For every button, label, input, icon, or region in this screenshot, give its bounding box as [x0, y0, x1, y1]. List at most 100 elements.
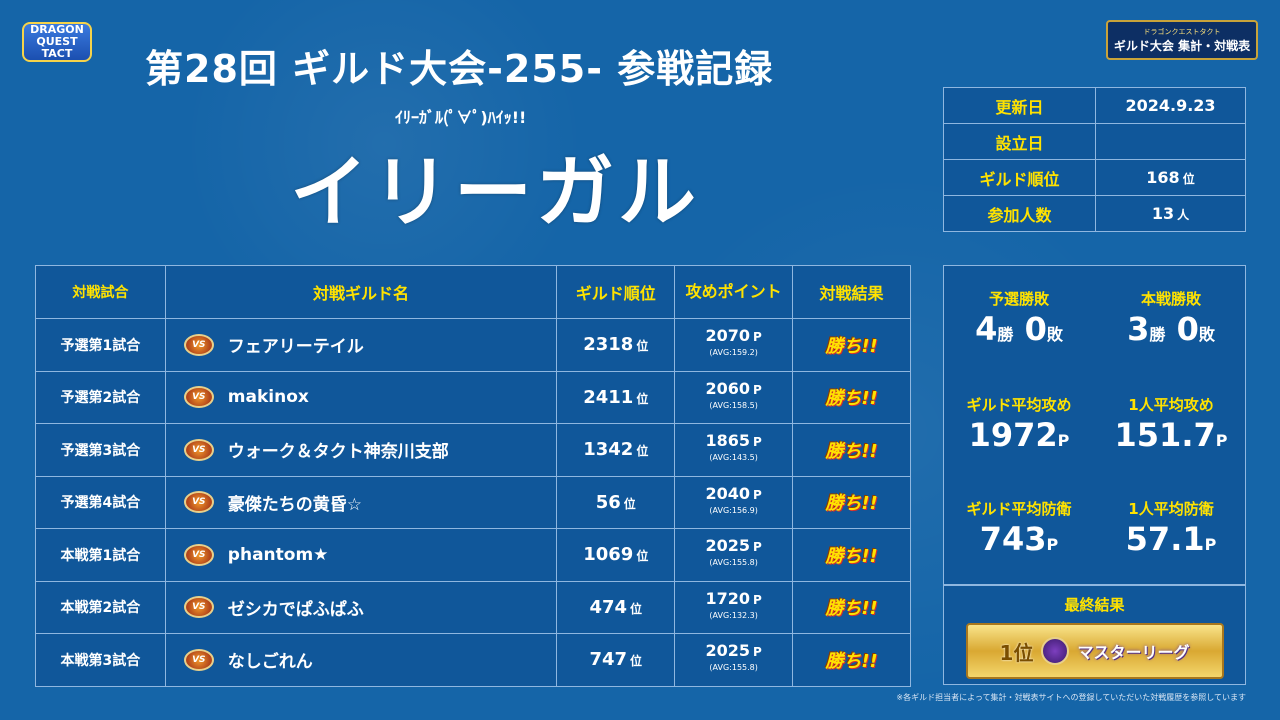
match-cell: 本戦第1試合: [35, 528, 166, 582]
points-cell: 2025 P (AVG:155.8): [674, 633, 794, 687]
table-row: 予選第4試合 VS 豪傑たちの黄昏☆ 56 位 2040 P (AVG:156.9) 勝ち!!: [35, 475, 911, 529]
result-cell: 勝ち!!: [792, 318, 911, 372]
opponent-name: makinox: [227, 387, 309, 408]
table-row: 本戦第2試合 VS ゼシカでぱふぱふ 474 位 1720 P (AVG:132.3) 勝ち!!: [35, 580, 911, 634]
result-cell: 勝ち!!: [792, 528, 911, 582]
table-row: 予選第3試合 VS ウォーク＆タクト神奈川支部 1342 位 1865 P (AVG:143.…: [35, 423, 911, 477]
guild-subtitle: ｲﾘｰｶﾞﾙ(ﾟ∀ﾟ)ﾊｲｯ!!: [395, 108, 527, 127]
dqtact-logo: DRAGON QUEST TACT: [22, 22, 92, 62]
page-title: 第28回 ギルド大会-255- 参戦記録: [145, 47, 774, 91]
header-match: 対戦試合: [35, 265, 166, 319]
avg-points: (AVG:158.5): [709, 400, 758, 410]
guild-info-table: 更新日 2024.9.23 設立日 ギルド順位 168 位 参加人数 13 人: [943, 87, 1246, 232]
logo-big-text: ギルド大会 集計・対戦表: [1113, 38, 1251, 53]
guild-name: イリーガル: [290, 148, 701, 238]
points-cell: 2070 P (AVG:159.2): [674, 318, 794, 372]
battle-record-table: 対戦試合 対戦ギルド名 ギルド順位 攻めポイント 対戦結果 予選第1試合 VS フェ…: [35, 265, 911, 687]
result-cell: 勝ち!!: [792, 423, 911, 477]
table-row: 予選第1試合 VS フェアリーテイル 2318 位 2070 P (AVG:159.2) 勝ち!…: [35, 318, 911, 372]
match-cell: 予選第1試合: [35, 318, 166, 372]
result-cell: 勝ち!!: [792, 580, 911, 634]
rank-cell: 1069 位: [556, 528, 676, 582]
info-value: 168 位: [1095, 159, 1246, 196]
final-result-panel: 最終結果 1位 マスターリーグ: [943, 585, 1246, 685]
win-badge: 勝ち!!: [825, 335, 878, 357]
win-badge: 勝ち!!: [825, 388, 878, 410]
main-record: 本戦勝敗 3勝 0敗: [1127, 290, 1215, 348]
match-cell: 予選第2試合: [35, 370, 166, 424]
person-avg-defense: 1人平均防衛 57.1P: [1125, 500, 1217, 558]
vs-icon: VS: [183, 491, 214, 514]
match-cell: 予選第3試合: [35, 423, 166, 477]
points-cell: 2025 P (AVG:155.8): [674, 528, 794, 582]
points-cell: 2060 P (AVG:158.5): [674, 370, 794, 424]
person-avg-attack: 1人平均攻め 151.7P: [1114, 396, 1228, 454]
info-row-updated: 更新日 2024.9.23: [943, 87, 1246, 124]
opponent-cell: VS なしごれん: [164, 633, 558, 687]
info-key: 更新日: [943, 87, 1096, 124]
info-key: 参加人数: [943, 195, 1096, 232]
vs-icon: VS: [183, 438, 214, 461]
table-header-row: 対戦試合 対戦ギルド名 ギルド順位 攻めポイント 対戦結果: [35, 265, 911, 319]
points-cell: 1865 P (AVG:143.5): [674, 423, 794, 477]
win-badge: 勝ち!!: [825, 598, 878, 620]
info-key: ギルド順位: [943, 159, 1096, 196]
header-opponent: 対戦ギルド名: [164, 265, 558, 319]
rank-cell: 2411 位: [556, 370, 676, 424]
opponent-cell: VS 豪傑たちの黄昏☆: [164, 475, 558, 529]
prelim-record: 予選勝敗 4勝 0敗: [975, 290, 1063, 348]
info-value: 13 人: [1095, 195, 1246, 232]
vs-icon: VS: [183, 333, 214, 356]
logo-small-text: ドラゴンクエストタクト: [1143, 27, 1221, 36]
league-crest-icon: [1041, 637, 1070, 665]
match-cell: 予選第4試合: [35, 475, 166, 529]
opponent-cell: VS makinox: [164, 370, 558, 424]
guild-avg-attack: ギルド平均攻め 1972P: [966, 396, 1072, 454]
final-result-label: 最終結果: [1064, 596, 1125, 614]
table-row: 本戦第3試合 VS なしごれん 747 位 2025 P (AVG:155.8) 勝ち!!: [35, 633, 911, 687]
opponent-cell: VS フェアリーテイル: [164, 318, 558, 372]
win-badge: 勝ち!!: [825, 545, 878, 567]
final-rank: 1位: [999, 640, 1034, 665]
opponent-name: phantom★: [227, 544, 329, 565]
league-badge: 1位 マスターリーグ: [965, 623, 1224, 679]
header-result: 対戦結果: [792, 265, 911, 319]
avg-points: (AVG:155.8): [709, 663, 758, 673]
points-cell: 1720 P (AVG:132.3): [674, 580, 794, 634]
info-row-founded: 設立日: [943, 123, 1246, 160]
win-badge: 勝ち!!: [825, 440, 878, 462]
win-badge: 勝ち!!: [825, 650, 878, 672]
rank-cell: 56 位: [556, 475, 676, 529]
info-row-members: 参加人数 13 人: [943, 195, 1246, 232]
stats-panel: 予選勝敗 4勝 0敗 本戦勝敗 3勝 0敗 ギルド平均攻め 1972P 1人平均…: [943, 265, 1246, 585]
opponent-name: フェアリーテイル: [227, 337, 364, 358]
opponent-name: ウォーク＆タクト神奈川支部: [227, 442, 449, 463]
avg-points: (AVG:155.8): [709, 558, 758, 568]
opponent-cell: VS ウォーク＆タクト神奈川支部: [164, 423, 558, 477]
table-row: 本戦第1試合 VS phantom★ 1069 位 2025 P (AVG:155.8) 勝ち!…: [35, 528, 911, 582]
guild-avg-defense: ギルド平均防衛 743P: [966, 500, 1072, 558]
avg-points: (AVG:143.5): [709, 453, 758, 463]
opponent-name: なしごれん: [227, 652, 313, 673]
result-cell: 勝ち!!: [792, 475, 911, 529]
avg-points: (AVG:159.2): [709, 348, 758, 358]
opponent-cell: VS phantom★: [164, 528, 558, 582]
win-badge: 勝ち!!: [825, 493, 878, 515]
points-cell: 2040 P (AVG:156.9): [674, 475, 794, 529]
avg-points: (AVG:156.9): [709, 505, 758, 515]
match-cell: 本戦第3試合: [35, 633, 166, 687]
match-cell: 本戦第2試合: [35, 580, 166, 634]
result-cell: 勝ち!!: [792, 633, 911, 687]
vs-icon: VS: [183, 543, 214, 566]
opponent-name: ゼシカでぱふぱふ: [227, 599, 364, 620]
table-row: 予選第2試合 VS makinox 2411 位 2060 P (AVG:158.5) 勝ち!!: [35, 370, 911, 424]
rank-cell: 2318 位: [556, 318, 676, 372]
header-points: 攻めポイント: [674, 265, 794, 319]
header-rank: ギルド順位: [556, 265, 676, 319]
rank-cell: 747 位: [556, 633, 676, 687]
info-value: 2024.9.23: [1095, 87, 1246, 124]
info-value: [1095, 123, 1246, 160]
info-key: 設立日: [943, 123, 1096, 160]
result-cell: 勝ち!!: [792, 370, 911, 424]
opponent-cell: VS ゼシカでぱふぱふ: [164, 580, 558, 634]
